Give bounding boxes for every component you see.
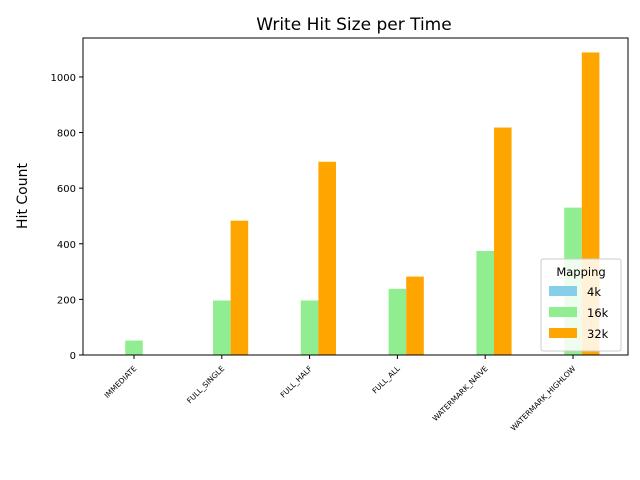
legend-swatch-4k — [549, 286, 577, 296]
x-tick-label: FULL_ALL — [370, 363, 402, 395]
bar-32k-full-all — [406, 276, 424, 355]
legend-swatch-32k — [549, 328, 577, 338]
legend-label-4k: 4k — [587, 285, 601, 299]
y-axis-label: Hit Count — [15, 163, 31, 229]
y-tick-label: 0 — [70, 351, 76, 362]
plot-frame — [82, 37, 629, 356]
y-axis: 0 200 400 600 800 1000 — [51, 73, 83, 362]
bars-group — [125, 52, 600, 356]
x-axis: IMMEDIATE FULL_SINGLE FULL_HALF FULL_ALL WAT… — [103, 355, 578, 433]
legend-title: Mapping — [556, 265, 605, 279]
bar-32k-full-half — [318, 161, 336, 355]
y-tick-label: 200 — [57, 295, 76, 306]
y-tick-label: 400 — [57, 240, 76, 251]
x-tick-label: FULL_SINGLE — [185, 364, 226, 405]
y-tick-label: 600 — [57, 184, 76, 195]
bar-16k-full-half — [300, 300, 319, 355]
legend: Mapping 4k 16k 32k — [540, 258, 622, 352]
legend-label-32k: 32k — [587, 327, 609, 341]
x-tick-label: FULL_HALF — [279, 364, 314, 399]
bar-16k-immediate — [125, 340, 143, 355]
bar-16k-watermark-naive — [476, 251, 494, 355]
legend-label-16k: 16k — [587, 306, 609, 320]
legend-swatch-16k — [549, 307, 577, 317]
bar-16k-full-all — [388, 288, 407, 355]
bar-32k-full-single — [230, 220, 249, 355]
chart-title: Write Hit Size per Time — [256, 15, 451, 35]
x-tick-label: WATERMARK_HIGHLOW — [509, 364, 578, 433]
y-tick-label: 800 — [57, 129, 76, 140]
bar-32k-watermark-naive — [494, 127, 512, 355]
y-tick-label: 1000 — [51, 73, 76, 84]
bar-16k-full-single — [213, 300, 231, 355]
x-tick-label: WATERMARK_NAIVE — [431, 364, 490, 423]
x-tick-label: IMMEDIATE — [103, 364, 139, 400]
